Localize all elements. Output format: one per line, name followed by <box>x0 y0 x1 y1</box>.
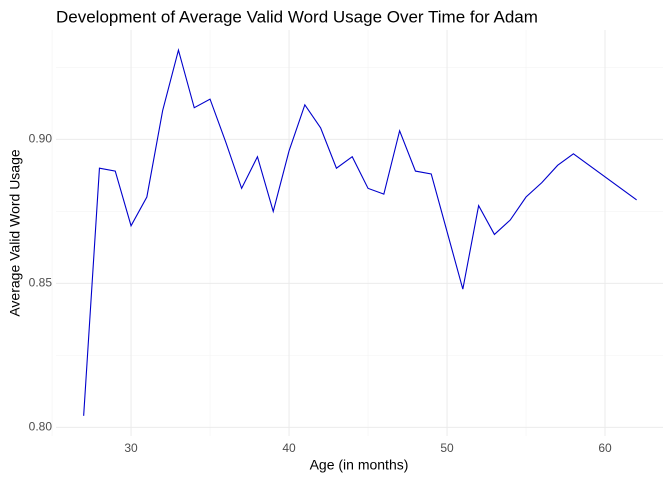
y-tick-label: 0.90 <box>29 132 53 146</box>
y-axis-label: Average Valid Word Usage <box>7 149 23 317</box>
chart-title: Development of Average Valid Word Usage … <box>56 7 538 26</box>
x-tick-label: 40 <box>282 441 296 455</box>
x-tick-label: 50 <box>440 441 454 455</box>
data-line <box>83 48 637 416</box>
x-tick-label: 30 <box>124 441 138 455</box>
y-tick-label: 0.80 <box>29 420 53 434</box>
y-tick-label: 0.85 <box>29 276 53 290</box>
x-axis-label: Age (in months) <box>310 457 409 473</box>
x-tick-label: 60 <box>598 441 612 455</box>
